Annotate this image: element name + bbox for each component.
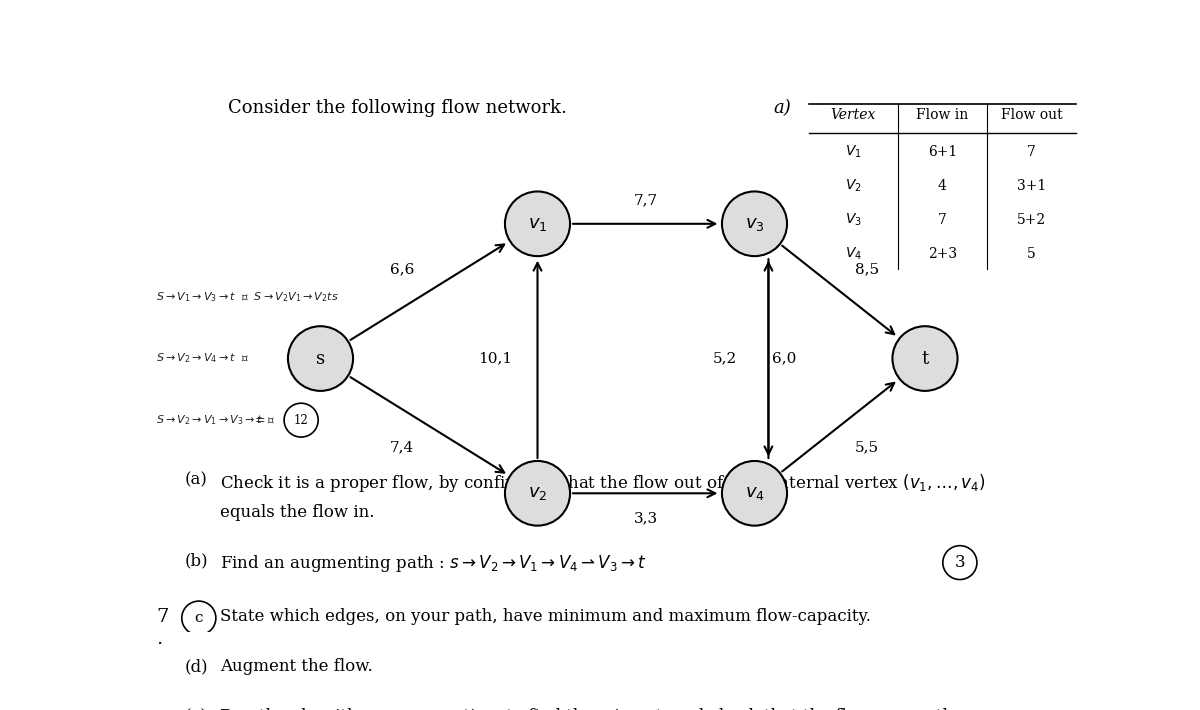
- Text: Flow out: Flow out: [1001, 109, 1062, 122]
- Circle shape: [288, 326, 353, 391]
- Text: 5,5: 5,5: [854, 440, 878, 454]
- Text: 8,5: 8,5: [854, 263, 878, 277]
- Text: Check it is a proper flow, by confirming that the flow out of each internal vert: Check it is a proper flow, by confirming…: [220, 471, 985, 493]
- Text: 7: 7: [938, 212, 947, 226]
- Text: $v_1$: $v_1$: [528, 215, 547, 233]
- Text: 12: 12: [294, 414, 308, 427]
- Text: $v_3$: $v_3$: [745, 215, 764, 233]
- Text: 6,0: 6,0: [772, 351, 796, 366]
- Text: (b): (b): [185, 552, 209, 569]
- Circle shape: [505, 461, 570, 525]
- Text: s: s: [316, 349, 325, 368]
- Text: Find an augmenting path : $s \rightarrow V_2 \rightarrow V_1 \rightarrow V_4 \ri: Find an augmenting path : $s \rightarrow…: [220, 552, 647, 574]
- Text: (d): (d): [185, 658, 209, 675]
- Text: State which edges, on your path, have minimum and maximum flow-capacity.: State which edges, on your path, have mi…: [220, 608, 871, 625]
- Text: Consider the following flow network.: Consider the following flow network.: [228, 99, 566, 117]
- Text: 7: 7: [156, 608, 168, 626]
- Text: Augment the flow.: Augment the flow.: [220, 658, 372, 675]
- Circle shape: [893, 326, 958, 391]
- Text: t: t: [922, 349, 929, 368]
- Text: 6,6: 6,6: [390, 263, 414, 277]
- Text: Flow in: Flow in: [917, 109, 968, 122]
- Text: a): a): [774, 99, 792, 117]
- Text: (a): (a): [185, 471, 208, 488]
- Text: (e): (e): [185, 708, 208, 710]
- Text: 3+1: 3+1: [1016, 179, 1046, 192]
- Text: $S{\to}V_1{\to}V_3{\to}t$  ⓖ  $S{\to}V_2V_1{\to}V_2ts$: $S{\to}V_1{\to}V_3{\to}t$ ⓖ $S{\to}V_2V_…: [156, 290, 338, 304]
- Text: 4: 4: [938, 179, 947, 192]
- Text: .: .: [156, 630, 162, 648]
- Text: 3,3: 3,3: [634, 511, 658, 525]
- Text: equals the flow in.: equals the flow in.: [220, 504, 374, 521]
- Text: $v_4$: $v_4$: [744, 484, 764, 502]
- Text: $V_1$: $V_1$: [845, 143, 862, 160]
- Circle shape: [722, 192, 787, 256]
- Text: 7: 7: [1027, 145, 1036, 159]
- Circle shape: [505, 192, 570, 256]
- Text: c: c: [194, 611, 203, 625]
- Text: $v_2$: $v_2$: [528, 484, 547, 502]
- Text: $V_2$: $V_2$: [845, 178, 862, 194]
- Text: 3: 3: [954, 554, 965, 571]
- Circle shape: [943, 546, 977, 579]
- Text: 2+3: 2+3: [928, 246, 958, 261]
- Text: $V_3$: $V_3$: [845, 212, 862, 228]
- Text: 7,7: 7,7: [634, 194, 658, 208]
- Text: 7,4: 7,4: [390, 440, 414, 454]
- Circle shape: [181, 601, 216, 635]
- Text: $S{\to}V_2{\to}V_4{\to}t$  ⓖ: $S{\to}V_2{\to}V_4{\to}t$ ⓖ: [156, 351, 250, 366]
- Circle shape: [722, 461, 787, 525]
- Text: 5,2: 5,2: [713, 351, 737, 366]
- Text: 6+1: 6+1: [928, 145, 958, 159]
- Text: $V_4$: $V_4$: [845, 246, 862, 262]
- Circle shape: [284, 403, 318, 437]
- Text: 5: 5: [1027, 246, 1036, 261]
- Text: 10,1: 10,1: [478, 351, 512, 366]
- Text: $S{\to}V_2{\to}V_1{\to}V_3{\to}t$  ⓐ: $S{\to}V_2{\to}V_1{\to}V_3{\to}t$ ⓐ: [156, 413, 276, 427]
- Text: 5+2: 5+2: [1018, 212, 1046, 226]
- Text: Run the algorithm one more time to find the min-cut, and check that the flow acr: Run the algorithm one more time to find …: [220, 708, 962, 710]
- Text: Vertex: Vertex: [830, 109, 876, 122]
- Text: =: =: [254, 414, 265, 427]
